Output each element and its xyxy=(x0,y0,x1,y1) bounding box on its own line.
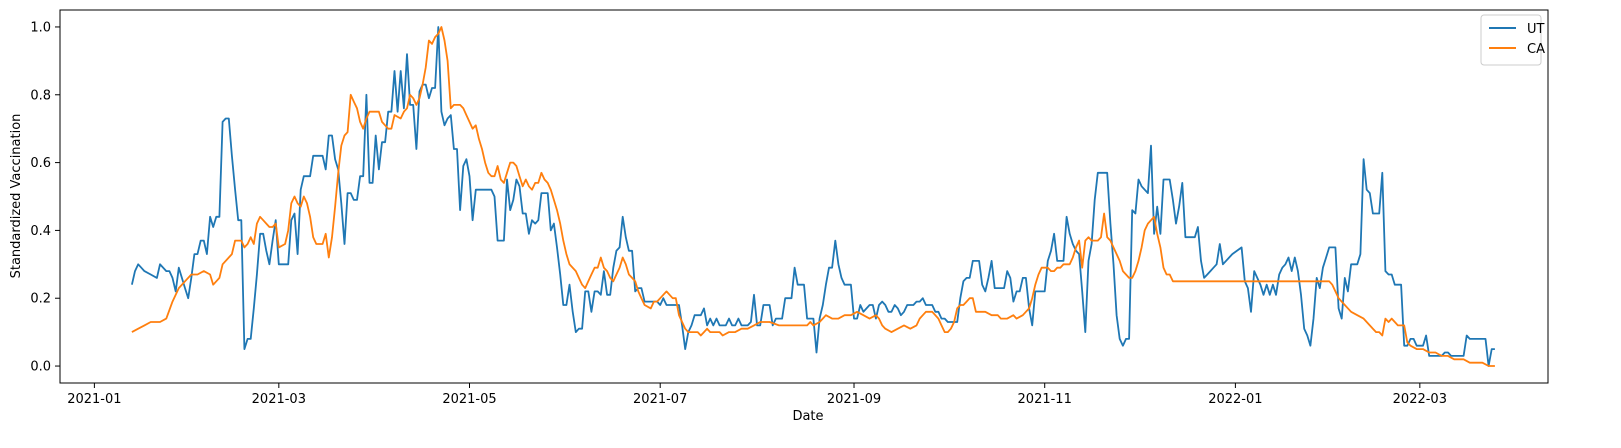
x-tick-label: 2021-05 xyxy=(442,392,496,407)
x-axis: 2021-01 2021-03 2021-05 2021-07 2021-09 2021-… xyxy=(67,383,1447,407)
series-line-ut xyxy=(131,26,1495,367)
series-line-ca xyxy=(131,26,1495,367)
legend-label-ca: CA xyxy=(1527,42,1545,57)
x-tick-label: 2022-03 xyxy=(1393,392,1447,407)
plot-area xyxy=(131,26,1495,367)
x-tick-label: 2021-01 xyxy=(67,392,121,407)
x-tick-label: 2021-03 xyxy=(252,392,306,407)
y-axis-title: Standardized Vaccination xyxy=(9,114,24,279)
y-tick-label: 0.4 xyxy=(30,224,51,239)
y-axis: 0.0 0.2 0.4 0.6 0.8 1.0 xyxy=(30,20,60,375)
x-tick-label: 2022-01 xyxy=(1208,392,1262,407)
legend-label-ut: UT xyxy=(1527,22,1545,37)
y-tick-label: 1.0 xyxy=(30,20,51,35)
y-tick-label: 0.2 xyxy=(30,292,51,307)
x-tick-label: 2021-11 xyxy=(1018,392,1072,407)
x-axis-title: Date xyxy=(792,409,823,424)
y-tick-label: 0.6 xyxy=(30,156,51,171)
y-tick-label: 0.8 xyxy=(30,88,51,103)
x-tick-label: 2021-09 xyxy=(827,392,881,407)
plot-frame xyxy=(59,9,1549,384)
legend: UT CA xyxy=(1480,14,1545,66)
x-tick-label: 2021-07 xyxy=(633,392,687,407)
y-tick-label: 0.0 xyxy=(30,360,51,375)
